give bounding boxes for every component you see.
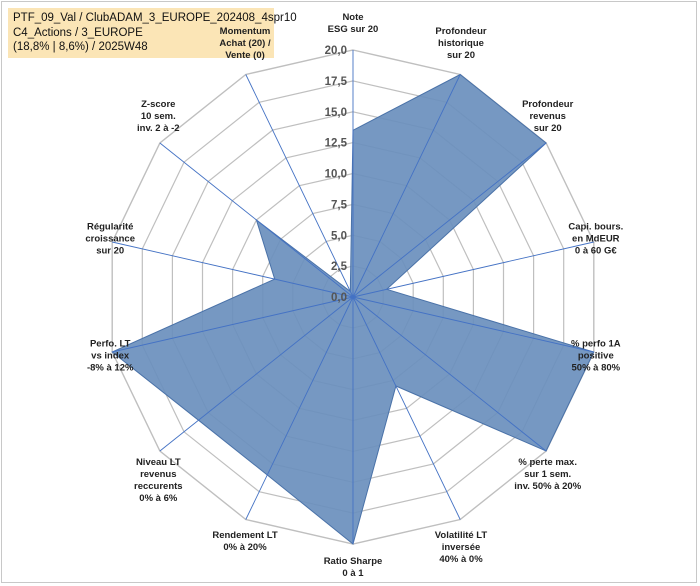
tick-label: 5,0 bbox=[331, 230, 347, 242]
axis-label-line: Vente (0) bbox=[225, 50, 265, 61]
axis-spoke bbox=[245, 296, 354, 520]
axis-label-line: 0 à 60 G€ bbox=[575, 246, 617, 257]
axis-label-line: Volatilité LT bbox=[435, 530, 488, 541]
axis-label-line: Capi. bours. bbox=[568, 222, 623, 233]
axis-label-line: 0% à 20% bbox=[223, 542, 267, 553]
axis-label: % perfo 1A positive 50% à 80% bbox=[571, 339, 621, 374]
tick-label: 15,0 bbox=[325, 107, 347, 119]
axis-spoke bbox=[159, 296, 354, 452]
axis-label-line: sur 20 bbox=[447, 50, 475, 61]
axis-label-line: vs index bbox=[91, 351, 130, 362]
data-point bbox=[274, 278, 276, 280]
axis-label: Ratio Sharpe 0 à 1 bbox=[324, 556, 383, 579]
axis-label-line: Niveau LT bbox=[136, 457, 181, 468]
axis-label-line: Ratio Sharpe bbox=[324, 556, 383, 567]
tick-label: 7,5 bbox=[331, 199, 348, 211]
axis-spoke bbox=[112, 241, 354, 298]
axis-label-line: Profondeur bbox=[435, 26, 486, 37]
axis-label-line: revenus bbox=[140, 469, 176, 480]
axis-label-line: Rendement LT bbox=[212, 530, 277, 541]
axis-spoke bbox=[352, 296, 594, 353]
axis-spoke bbox=[245, 74, 354, 298]
axis-label-line: croissance bbox=[85, 234, 135, 245]
chart-title-box: PTF_09_Val / ClubADAM_3_EUROPE_202408_4s… bbox=[8, 8, 297, 58]
axis-label: Capi. bours. en MdEUR 0 à 60 G€ bbox=[568, 222, 623, 257]
axis-label-line: % perte max. bbox=[518, 457, 577, 468]
axis-spoke bbox=[352, 296, 547, 452]
axis-label-line: inversée bbox=[442, 542, 481, 553]
data-point bbox=[349, 290, 351, 292]
axis-label: Note ESG sur 20 bbox=[328, 12, 379, 35]
axis-label: Régularité croissance sur 20 bbox=[85, 222, 135, 257]
axis-label-line: positive bbox=[578, 351, 614, 362]
data-point bbox=[266, 474, 268, 476]
axis-label-line: ESG sur 20 bbox=[328, 24, 379, 35]
axis-label-line: % perfo 1A bbox=[571, 339, 621, 350]
axis-label-line: revenus bbox=[529, 111, 565, 122]
axis-spoke bbox=[352, 142, 547, 298]
axis-spoke bbox=[112, 296, 354, 353]
axis-label-line: Note bbox=[342, 12, 363, 23]
axis-label-line: Momentum bbox=[220, 26, 271, 37]
axis-label-line: Régularité bbox=[87, 222, 133, 233]
axis-label: Profondeur historique sur 20 bbox=[435, 26, 486, 61]
axis-label-line: 10 sem. bbox=[141, 111, 176, 122]
data-point bbox=[352, 129, 354, 131]
tick-label: 0,0 bbox=[331, 292, 347, 304]
data-point bbox=[395, 385, 397, 387]
axis-label-line: Profondeur bbox=[522, 99, 573, 110]
tick-label: 10,0 bbox=[325, 169, 347, 181]
tick-label: 12,5 bbox=[325, 138, 348, 150]
tick-label: 20,0 bbox=[325, 45, 347, 57]
axis-label: Momentum Achat (20) / Vente (0) bbox=[219, 26, 271, 61]
title-line-3: (18,8% | 8,6%) / 2025W48 bbox=[13, 41, 148, 53]
axis-label-line: sur 1 sem. bbox=[524, 469, 571, 480]
axis-label: Perfo. LT vs index -8% à 12% bbox=[87, 339, 134, 374]
tick-label: 17,5 bbox=[325, 76, 348, 88]
axis-label-line: sur 20 bbox=[96, 246, 124, 257]
data-point bbox=[255, 219, 257, 221]
axis-label-line: inv. 2 à -2 bbox=[137, 123, 180, 134]
axis-label: Rendement LT 0% à 20% bbox=[212, 530, 277, 553]
data-point bbox=[545, 142, 547, 144]
data-point bbox=[459, 73, 461, 75]
axis-label: Z-score 10 sem. inv. 2 à -2 bbox=[137, 99, 180, 134]
axis-label-line: Achat (20) / bbox=[219, 38, 271, 49]
axis-label-line: Z-score bbox=[141, 99, 175, 110]
axis-label-line: reccurents bbox=[134, 481, 183, 492]
data-point bbox=[386, 288, 388, 290]
axis-spoke bbox=[352, 296, 461, 520]
title-line-1: PTF_09_Val / ClubADAM_3_EUROPE_202408_4s… bbox=[13, 12, 297, 24]
axis-label-line: 0% à 6% bbox=[139, 493, 178, 504]
axis-label-line: sur 20 bbox=[534, 123, 562, 134]
axis-label: Niveau LT revenus reccurents 0% à 6% bbox=[134, 457, 183, 504]
axis-label-line: 40% à 0% bbox=[439, 554, 483, 565]
axis-label-line: historique bbox=[438, 38, 484, 49]
axis-spoke bbox=[159, 142, 354, 298]
axis-label-line: en MdEUR bbox=[572, 234, 620, 245]
data-point bbox=[352, 543, 354, 545]
axis-label: % perte max. sur 1 sem. inv. 50% à 20% bbox=[514, 457, 581, 492]
axis-label: Volatilité LT inversée 40% à 0% bbox=[435, 530, 488, 565]
axis-spoke bbox=[352, 74, 461, 298]
axis-label-line: 50% à 80% bbox=[572, 363, 621, 374]
title-line-2: C4_Actions / 3_EUROPE bbox=[13, 26, 143, 39]
axis-spoke bbox=[352, 241, 594, 298]
axis-label: Profondeur revenus sur 20 bbox=[522, 99, 573, 134]
data-point bbox=[197, 419, 199, 421]
axis-label-line: 0 à 1 bbox=[342, 568, 364, 579]
tick-label: 2,5 bbox=[331, 261, 348, 273]
axis-label-line: Perfo. LT bbox=[90, 339, 131, 350]
data-point bbox=[545, 450, 547, 452]
axis-label-line: -8% à 12% bbox=[87, 363, 134, 374]
axis-label-line: inv. 50% à 20% bbox=[514, 481, 581, 492]
